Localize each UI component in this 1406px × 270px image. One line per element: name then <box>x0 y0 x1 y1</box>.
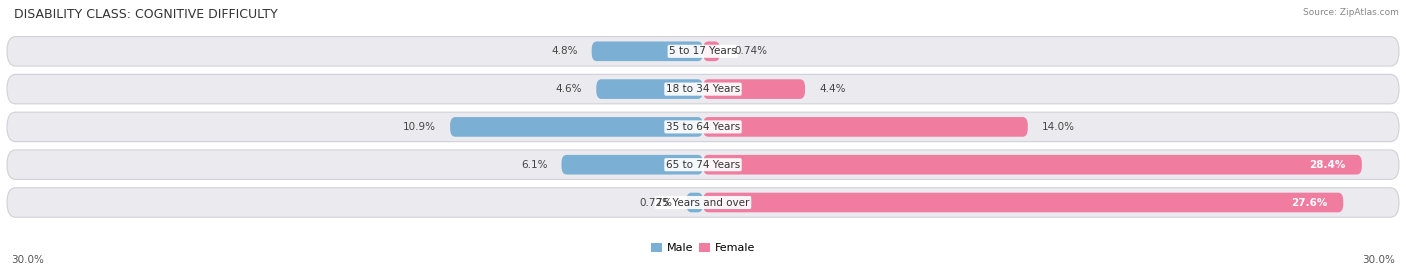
Text: Source: ZipAtlas.com: Source: ZipAtlas.com <box>1303 8 1399 17</box>
FancyBboxPatch shape <box>7 74 1399 104</box>
Text: 4.4%: 4.4% <box>818 84 845 94</box>
Text: 0.72%: 0.72% <box>640 197 672 208</box>
FancyBboxPatch shape <box>7 150 1399 180</box>
Text: 35 to 64 Years: 35 to 64 Years <box>666 122 740 132</box>
Text: 75 Years and over: 75 Years and over <box>657 197 749 208</box>
Text: 14.0%: 14.0% <box>1042 122 1074 132</box>
FancyBboxPatch shape <box>686 193 703 212</box>
Text: 65 to 74 Years: 65 to 74 Years <box>666 160 740 170</box>
FancyBboxPatch shape <box>703 42 720 61</box>
FancyBboxPatch shape <box>703 79 806 99</box>
Text: 0.74%: 0.74% <box>734 46 768 56</box>
Text: 27.6%: 27.6% <box>1291 197 1327 208</box>
FancyBboxPatch shape <box>703 117 1028 137</box>
Legend: Male, Female: Male, Female <box>647 238 759 257</box>
Text: 4.8%: 4.8% <box>551 46 578 56</box>
FancyBboxPatch shape <box>703 155 1362 174</box>
Text: 30.0%: 30.0% <box>11 255 44 265</box>
FancyBboxPatch shape <box>596 79 703 99</box>
Text: 5 to 17 Years: 5 to 17 Years <box>669 46 737 56</box>
FancyBboxPatch shape <box>703 193 1343 212</box>
Text: DISABILITY CLASS: COGNITIVE DIFFICULTY: DISABILITY CLASS: COGNITIVE DIFFICULTY <box>14 8 278 21</box>
FancyBboxPatch shape <box>7 112 1399 142</box>
Text: 6.1%: 6.1% <box>522 160 547 170</box>
FancyBboxPatch shape <box>450 117 703 137</box>
Text: 10.9%: 10.9% <box>404 122 436 132</box>
Text: 18 to 34 Years: 18 to 34 Years <box>666 84 740 94</box>
FancyBboxPatch shape <box>7 36 1399 66</box>
FancyBboxPatch shape <box>7 188 1399 217</box>
Text: 28.4%: 28.4% <box>1309 160 1346 170</box>
FancyBboxPatch shape <box>592 42 703 61</box>
FancyBboxPatch shape <box>561 155 703 174</box>
Text: 30.0%: 30.0% <box>1362 255 1395 265</box>
Text: 4.6%: 4.6% <box>555 84 582 94</box>
